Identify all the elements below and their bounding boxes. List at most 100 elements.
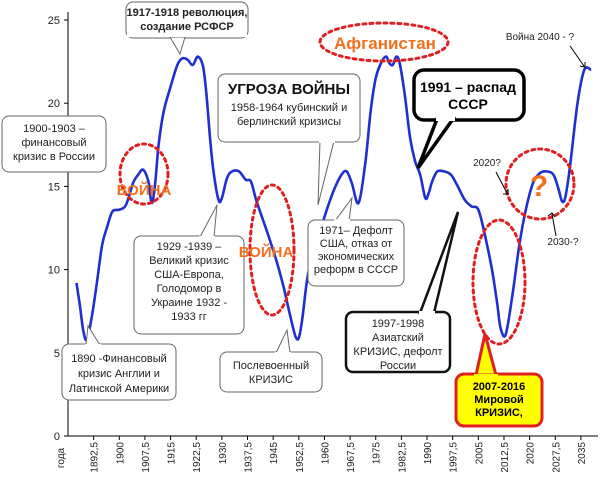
x-tick-label: 2012,5 <box>500 442 511 473</box>
callout-1900-text: 1900-1903 – <box>23 123 86 135</box>
callout-1890-text: кризис Англии и <box>78 368 160 380</box>
callout-1929-text: США-Европа, <box>154 269 224 281</box>
callout-1929-mask <box>199 236 215 240</box>
threat-subtitle: берлинский кризисы <box>237 116 341 128</box>
x-tick-label: 2020 <box>526 442 537 465</box>
callout-1991 <box>412 68 526 122</box>
callout-1991-mask <box>436 116 455 121</box>
callout-1900-text: финансовый <box>21 137 86 149</box>
callout-1900 <box>1 115 107 173</box>
callout-1971-text: экономических <box>318 251 395 263</box>
war-label-2: ВОЙНА <box>239 243 294 261</box>
callout-1929-tail <box>199 204 218 238</box>
callout-2007-text: Мировой <box>474 394 523 406</box>
series-line <box>75 55 592 342</box>
x-tick-label: 1960 <box>320 442 331 465</box>
threat-subtitle: 1958-1964 кубинский и <box>231 102 348 114</box>
label-2020: 2020? <box>473 158 501 169</box>
callout-1917-text: 1917-1918 революция, <box>127 7 248 19</box>
x-tick-label: 1937,5 <box>244 442 255 473</box>
callout-1929 <box>133 235 245 335</box>
callout-1929-text: Украине 1932 - <box>151 297 227 309</box>
war-ellipse-2 <box>248 183 296 317</box>
callout-1991-text: СССР <box>448 96 488 112</box>
y-tick-label: 15 <box>48 181 60 193</box>
war-label-1: ВОЙНА <box>117 181 172 199</box>
y-tick-label: 0 <box>54 431 60 443</box>
afghanistan-label: Афганистан <box>334 34 436 53</box>
annotations: 1917-1918 революция, создание РСФСР 1900-1… <box>1 1 586 428</box>
callout-1997-text: России <box>380 360 416 372</box>
callout-postwar-mask <box>275 352 291 356</box>
war-ellipse-1 <box>118 142 170 206</box>
x-tick-label: 1930 <box>218 442 229 465</box>
callout-1971-mask <box>334 219 350 223</box>
callout-2007-text: КРИЗИС, <box>475 407 523 419</box>
x-tick-label: 2035 <box>577 442 588 465</box>
x-tick-label: 1967,5 <box>346 442 357 473</box>
callout-1929-text: 1933 гг <box>171 311 207 323</box>
x-tick-label: 1922,5 <box>192 442 203 473</box>
x-tick-label: 2005 <box>474 442 485 465</box>
x-tick-label: 1907,5 <box>141 442 152 473</box>
x-tick-label: 1952,5 <box>295 442 306 473</box>
callout-1890-tail <box>85 324 101 346</box>
callout-1929-text: Голодомор в <box>157 283 222 295</box>
afghanistan-ellipse <box>318 21 450 63</box>
callout-1929-text: 1929 -1939 – <box>157 241 223 253</box>
callout-1917-mask <box>127 32 247 37</box>
callout-1971 <box>307 219 405 287</box>
x-tick-label: 1915 <box>167 442 178 465</box>
y-tick-label: 5 <box>54 348 60 360</box>
callout-2007-mask <box>474 374 498 380</box>
x-axis-label: года <box>56 447 67 468</box>
callout-2007-text: 2007-2016 <box>473 381 526 393</box>
x-tick-label: 1892,5 <box>90 442 101 473</box>
callout-1917-tail <box>169 36 186 56</box>
x-tick-label: 1997,5 <box>449 442 460 473</box>
marks <box>75 55 592 342</box>
callout-1917 <box>125 1 249 39</box>
question-mark: ? <box>530 170 548 203</box>
question-ellipse <box>504 147 576 221</box>
callout-1890-text: 1890 -Финансовый <box>71 353 167 365</box>
postwar-text: Послевоенный <box>233 360 309 372</box>
callout-1991-text: 1991 – распад <box>420 79 516 95</box>
callout-1997-text: КРИЗИС, дефолт <box>353 346 442 358</box>
callout-1971-text: реформ в СССР <box>314 264 398 276</box>
callout-1971-text: США, отказ от <box>320 238 392 250</box>
callout-postwar-tail <box>275 328 291 354</box>
y-tick-label: 20 <box>48 98 60 110</box>
callout-1890 <box>61 343 177 401</box>
callout-2007-tail <box>474 333 498 377</box>
callout-1900-text: кризис в России <box>13 151 95 163</box>
callout-1917-text: создание РСФСР <box>140 21 234 33</box>
arrow-2040 <box>569 45 586 68</box>
callout-1997-text: 1997-1998 <box>372 318 425 330</box>
callout-1991-tail <box>416 117 457 170</box>
arrow-2030 <box>547 212 557 237</box>
crisis-ellipse <box>471 218 527 346</box>
x-tick-label: 1982,5 <box>397 442 408 473</box>
threat-title: УГРОЗА ВОЙНЫ <box>228 80 350 98</box>
arrow-2020 <box>495 171 509 195</box>
x-tick-label: 1945 <box>269 442 280 465</box>
label-2030: 2030-? <box>547 237 579 248</box>
x-tick-label: 1900 <box>115 442 126 465</box>
callout-2007 <box>454 372 544 428</box>
label-2040: Война 2040 - ? <box>506 32 575 43</box>
axes: 0 5 10 15 20 25 года 1892,5 1900 1907,5 1915 1922,5… <box>48 12 598 473</box>
callout-1971-tail <box>334 196 353 222</box>
callout-1971-text: 1971– Дефолт <box>319 225 393 237</box>
x-tick-label: 1975 <box>372 442 383 465</box>
callout-1890-text: Латинской Америки <box>69 383 169 395</box>
callout-1890-mask <box>85 344 101 348</box>
callout-1997-tail <box>418 211 460 315</box>
y-tick-label: 25 <box>48 15 60 27</box>
x-tick-label: 1990 <box>423 442 434 465</box>
y-tick-label: 10 <box>48 265 60 277</box>
callout-threat-mask <box>319 139 335 143</box>
x-tick-label: 2027,5 <box>551 442 562 473</box>
callout-1929-text: Великий кризис <box>149 255 229 267</box>
